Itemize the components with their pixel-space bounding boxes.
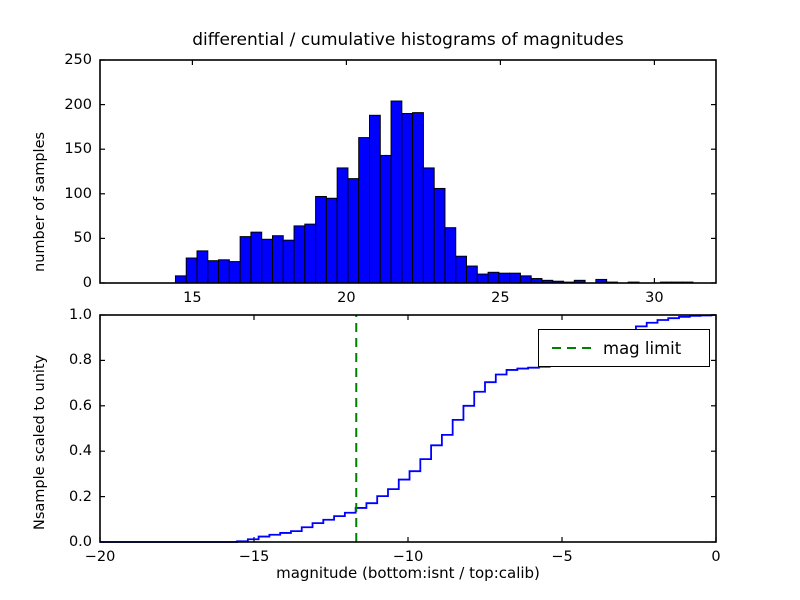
bottom-ytick-1: 0.2 — [30, 489, 92, 505]
bottom-ytick-0: 0.0 — [30, 534, 92, 550]
bottom-xtick-4: 0 — [711, 549, 720, 565]
bottom-ytick-2: 0.4 — [30, 443, 92, 459]
mag-limit-swatch — [551, 341, 593, 355]
bottom-xtick-2: −10 — [393, 549, 424, 565]
cumulative-axes — [0, 0, 800, 600]
bottom-ytick-3: 0.6 — [30, 398, 92, 414]
bottom-xtick-0: −20 — [85, 549, 116, 565]
bottom-xtick-1: −15 — [239, 549, 270, 565]
legend: mag limit — [538, 329, 710, 367]
bottom-ytick-5: 1.0 — [30, 307, 92, 323]
legend-label-mag-limit: mag limit — [603, 339, 695, 358]
figure-canvas: differential / cumulative histograms of … — [0, 0, 800, 600]
bottom-xtick-3: −5 — [551, 549, 572, 565]
bottom-axis-xlabel: magnitude (bottom:isnt / top:calib) — [100, 564, 716, 582]
bottom-ytick-4: 0.8 — [30, 352, 92, 368]
